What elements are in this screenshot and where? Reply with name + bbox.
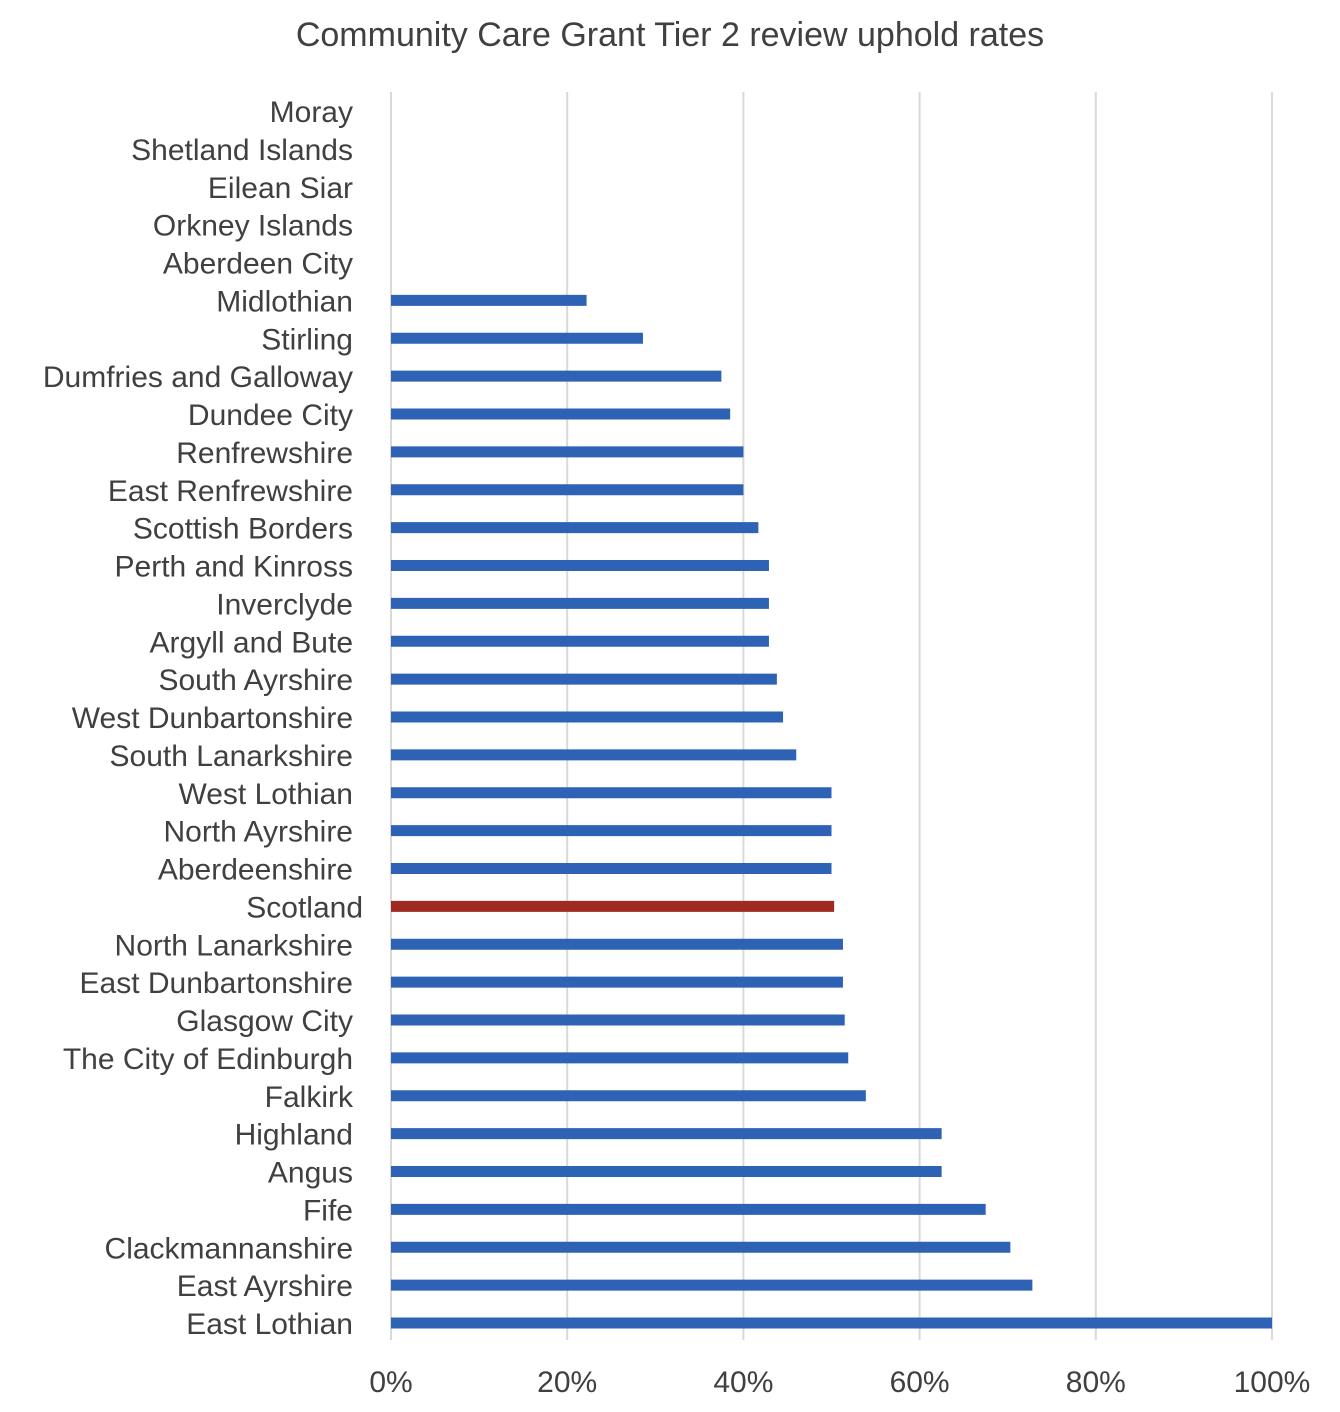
category-label: The City of Edinburgh	[63, 1043, 353, 1076]
category-label: Scotland	[246, 891, 363, 924]
bar	[391, 673, 777, 685]
category-label: Shetland Islands	[131, 134, 353, 167]
category-label: East Ayrshire	[177, 1270, 353, 1303]
bar	[391, 408, 731, 420]
category-label: Clackmannanshire	[105, 1232, 353, 1265]
bar	[391, 1052, 849, 1064]
x-tick-label: 40%	[713, 1366, 773, 1399]
category-label: Dundee City	[188, 399, 353, 432]
category-label: Inverclyde	[216, 588, 353, 621]
category-label: Midlothian	[216, 285, 353, 318]
category-label: Scottish Borders	[133, 513, 353, 546]
category-label: Glasgow City	[176, 1005, 353, 1038]
bar	[391, 332, 643, 344]
bar	[391, 1241, 1011, 1253]
x-tick-label: 100%	[1234, 1366, 1311, 1399]
bar-highlight	[391, 900, 835, 912]
category-label: Fife	[303, 1194, 353, 1227]
bar	[391, 1090, 866, 1102]
x-axis-tick-labels: 0% 20% 40% 60% 80% 100%	[369, 1366, 1310, 1399]
bar	[391, 1014, 845, 1026]
bar	[391, 446, 744, 458]
bar	[391, 938, 843, 950]
category-label: North Ayrshire	[163, 816, 353, 849]
category-label: Eilean Siar	[208, 172, 353, 205]
category-label: Stirling	[261, 323, 353, 356]
x-tick-label: 80%	[1066, 1366, 1126, 1399]
bar	[391, 976, 843, 988]
bar	[391, 749, 797, 761]
category-label: Renfrewshire	[176, 437, 353, 470]
category-label: East Dunbartonshire	[80, 967, 354, 1000]
category-label: South Lanarkshire	[110, 740, 354, 773]
category-label: East Renfrewshire	[108, 475, 353, 508]
bar	[391, 294, 587, 306]
bar	[391, 522, 759, 534]
category-label: East Lothian	[186, 1308, 353, 1341]
bar	[391, 1128, 942, 1140]
bar	[391, 1203, 986, 1215]
bar	[391, 711, 784, 723]
category-label: Perth and Kinross	[115, 551, 353, 584]
bar	[391, 825, 832, 837]
category-labels: Moray Shetland Islands Eilean Siar Orkney I…	[43, 96, 363, 1341]
category-label: Aberdeen City	[163, 248, 353, 281]
bar	[391, 484, 744, 496]
bar	[391, 1166, 942, 1177]
bar	[391, 1279, 1033, 1291]
category-label: North Lanarkshire	[115, 929, 353, 962]
category-label: Moray	[270, 96, 353, 129]
category-label: Aberdeenshire	[158, 854, 353, 887]
category-label: Dumfries and Galloway	[43, 361, 353, 394]
x-tick-label: 60%	[890, 1366, 950, 1399]
x-tick-label: 20%	[537, 1366, 597, 1399]
category-label: Falkirk	[265, 1081, 354, 1114]
bar	[391, 863, 832, 874]
category-label: Angus	[268, 1157, 353, 1190]
bars	[391, 294, 1272, 1329]
chart-title: Community Care Grant Tier 2 review uphol…	[295, 16, 1045, 54]
x-tick-label: 0%	[369, 1366, 412, 1399]
category-label: South Ayrshire	[158, 664, 353, 697]
bar	[391, 370, 722, 382]
category-label: West Dunbartonshire	[72, 702, 353, 735]
category-label: West Lothian	[178, 778, 353, 811]
bar	[391, 597, 769, 609]
bar	[391, 1317, 1272, 1329]
bar	[391, 560, 769, 571]
category-label: Orkney Islands	[153, 210, 353, 243]
bar	[391, 635, 769, 647]
category-label: Highland	[235, 1119, 353, 1152]
category-label: Argyll and Bute	[150, 626, 353, 659]
bar	[391, 787, 832, 799]
